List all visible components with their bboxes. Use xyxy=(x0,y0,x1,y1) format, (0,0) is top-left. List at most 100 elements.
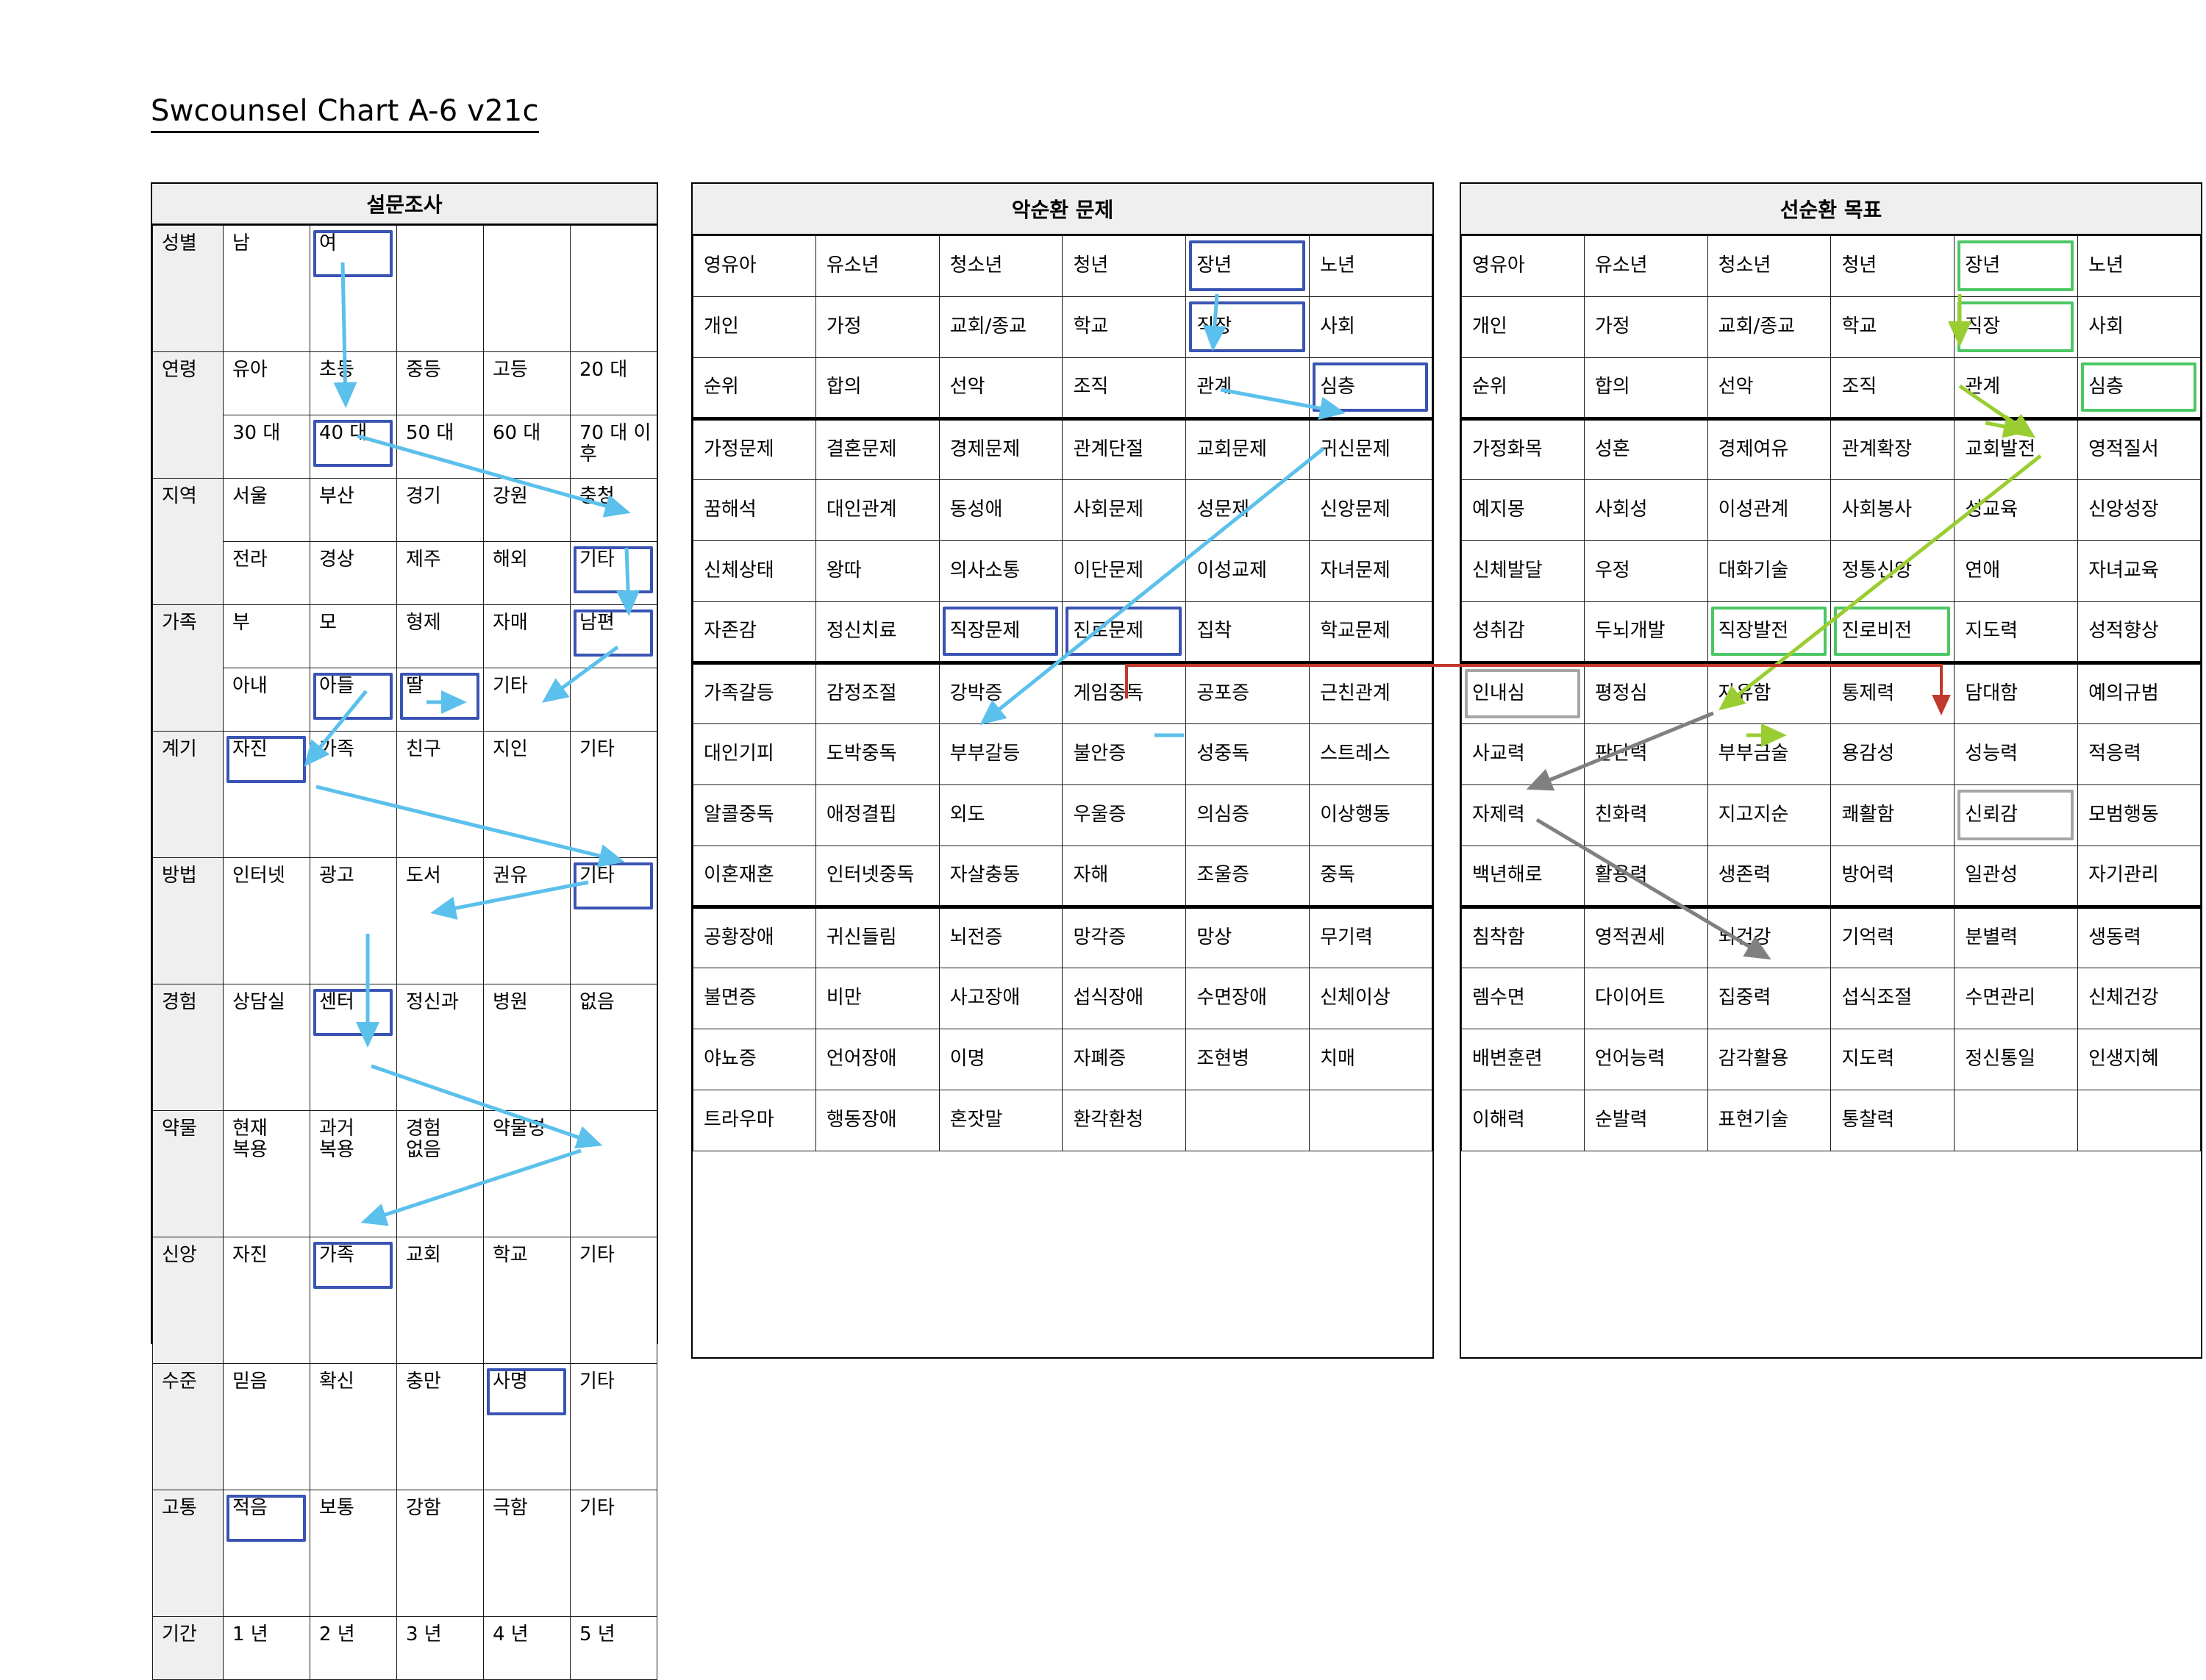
problem-cell[interactable]: 공황장애 xyxy=(693,907,816,968)
goal-cell[interactable]: 생존력 xyxy=(1707,846,1832,909)
survey-cell[interactable]: 기타 xyxy=(570,857,657,984)
goal-cell[interactable]: 성능력 xyxy=(1954,723,2079,785)
survey-cell[interactable]: 가족 xyxy=(310,731,397,858)
survey-cell[interactable]: 교회 xyxy=(396,1237,484,1364)
goal-cell[interactable]: 관계 xyxy=(1954,357,2079,421)
survey-cell[interactable]: 전라 xyxy=(223,541,310,605)
survey-cell[interactable] xyxy=(570,668,657,732)
survey-cell[interactable]: 70 대 이후 xyxy=(570,415,657,479)
problem-cell[interactable]: 선악 xyxy=(938,357,1063,421)
goal-cell[interactable]: 사회성 xyxy=(1583,479,1708,541)
goal-cell[interactable]: 방어력 xyxy=(1830,846,1955,909)
problem-cell[interactable]: 수면장애 xyxy=(1185,968,1310,1029)
survey-cell[interactable]: 도서 xyxy=(396,857,484,984)
problem-cell[interactable]: 교회/종교 xyxy=(938,296,1063,358)
survey-cell[interactable]: 기타 xyxy=(570,541,657,605)
problem-cell[interactable]: 가정문제 xyxy=(693,418,816,480)
goal-cell[interactable]: 심층 xyxy=(2077,357,2201,421)
goal-cell[interactable]: 학교 xyxy=(1830,296,1955,358)
survey-cell[interactable]: 60 대 xyxy=(483,415,571,479)
survey-cell[interactable]: 상담실 xyxy=(223,984,310,1111)
problem-cell[interactable]: 트라우마 xyxy=(693,1090,816,1151)
goal-cell[interactable]: 지도력 xyxy=(1954,601,2079,665)
goal-cell[interactable]: 우정 xyxy=(1583,540,1708,602)
problem-cell[interactable]: 조현병 xyxy=(1185,1029,1310,1090)
goal-cell[interactable]: 통찰력 xyxy=(1830,1090,1955,1151)
problem-cell[interactable]: 망상 xyxy=(1185,907,1310,968)
goal-cell[interactable]: 판단력 xyxy=(1583,723,1708,785)
goal-cell[interactable]: 렘수면 xyxy=(1461,968,1585,1029)
goal-cell[interactable]: 백년해로 xyxy=(1461,846,1585,909)
problem-cell[interactable]: 이단문제 xyxy=(1062,540,1187,602)
problem-cell[interactable]: 의심증 xyxy=(1185,784,1310,846)
survey-cell[interactable]: 지인 xyxy=(483,731,571,858)
survey-cell[interactable]: 부 xyxy=(223,604,310,668)
survey-cell[interactable]: 극함 xyxy=(483,1490,571,1617)
survey-cell[interactable]: 40 대 xyxy=(310,415,397,479)
problem-cell[interactable]: 유소년 xyxy=(815,235,940,297)
problem-cell[interactable]: 학교문제 xyxy=(1309,601,1432,665)
goal-cell[interactable]: 청소년 xyxy=(1707,235,1832,297)
survey-cell[interactable]: 경기 xyxy=(396,478,484,542)
survey-cell[interactable]: 약물명 xyxy=(483,1110,571,1237)
survey-cell[interactable]: 남편 xyxy=(570,604,657,668)
goal-cell[interactable]: 청년 xyxy=(1830,235,1955,297)
goal-cell[interactable]: 친화력 xyxy=(1583,784,1708,846)
goal-cell[interactable]: 감각활용 xyxy=(1707,1029,1832,1090)
problem-cell[interactable]: 행동장애 xyxy=(815,1090,940,1151)
goal-cell[interactable]: 대화기술 xyxy=(1707,540,1832,602)
survey-cell[interactable]: 현재 복용 xyxy=(223,1110,310,1237)
goal-cell[interactable]: 경제여유 xyxy=(1707,418,1832,480)
survey-cell[interactable]: 유아 xyxy=(223,351,310,415)
problem-cell[interactable]: 성문제 xyxy=(1185,479,1310,541)
problem-cell[interactable]: 왕따 xyxy=(815,540,940,602)
goal-cell[interactable]: 영적질서 xyxy=(2077,418,2201,480)
problem-cell[interactable]: 애정결핍 xyxy=(815,784,940,846)
problem-cell[interactable]: 직장문제 xyxy=(938,601,1063,665)
problem-cell[interactable]: 섭식장애 xyxy=(1062,968,1187,1029)
survey-cell[interactable]: 기타 xyxy=(570,1237,657,1364)
survey-cell[interactable]: 기타 xyxy=(570,1363,657,1490)
survey-cell[interactable]: 사명 xyxy=(483,1363,571,1490)
goal-cell[interactable]: 기억력 xyxy=(1830,907,1955,968)
goal-cell[interactable]: 다이어트 xyxy=(1583,968,1708,1029)
survey-cell[interactable] xyxy=(483,225,571,352)
goal-cell[interactable]: 성취감 xyxy=(1461,601,1585,665)
survey-cell[interactable]: 센터 xyxy=(310,984,397,1111)
problem-cell[interactable]: 공포증 xyxy=(1185,662,1310,724)
goal-cell[interactable]: 자제력 xyxy=(1461,784,1585,846)
survey-cell[interactable]: 적음 xyxy=(223,1490,310,1617)
problem-cell[interactable]: 꿈해석 xyxy=(693,479,816,541)
goal-cell[interactable]: 자녀교육 xyxy=(2077,540,2201,602)
problem-cell[interactable]: 도박중독 xyxy=(815,723,940,785)
survey-cell[interactable]: 남 xyxy=(223,225,310,352)
goal-cell[interactable]: 자기관리 xyxy=(2077,846,2201,909)
problem-cell[interactable] xyxy=(1185,1090,1310,1151)
problem-cell[interactable]: 노년 xyxy=(1309,235,1432,297)
problem-cell[interactable]: 교회문제 xyxy=(1185,418,1310,480)
problem-cell[interactable]: 자살충동 xyxy=(938,846,1063,909)
survey-cell[interactable]: 학교 xyxy=(483,1237,571,1364)
goal-cell[interactable]: 연애 xyxy=(1954,540,2079,602)
problem-cell[interactable]: 학교 xyxy=(1062,296,1187,358)
survey-cell[interactable]: 정신과 xyxy=(396,984,484,1111)
goal-cell[interactable]: 성교육 xyxy=(1954,479,2079,541)
problem-cell[interactable]: 귀신들림 xyxy=(815,907,940,968)
problem-cell[interactable]: 언어장애 xyxy=(815,1029,940,1090)
goal-cell[interactable]: 가정 xyxy=(1583,296,1708,358)
goal-cell[interactable]: 영유아 xyxy=(1461,235,1585,297)
problem-cell[interactable]: 중독 xyxy=(1309,846,1432,909)
goal-cell[interactable] xyxy=(2077,1090,2201,1151)
goal-cell[interactable]: 정신통일 xyxy=(1954,1029,2079,1090)
problem-cell[interactable]: 무기력 xyxy=(1309,907,1432,968)
survey-cell[interactable]: 강원 xyxy=(483,478,571,542)
problem-cell[interactable]: 강박증 xyxy=(938,662,1063,724)
goal-cell[interactable]: 사회 xyxy=(2077,296,2201,358)
survey-cell[interactable]: 초등 xyxy=(310,351,397,415)
goal-cell[interactable]: 수면관리 xyxy=(1954,968,2079,1029)
problem-cell[interactable]: 사회 xyxy=(1309,296,1432,358)
goal-cell[interactable]: 평정심 xyxy=(1583,662,1708,724)
problem-cell[interactable]: 조직 xyxy=(1062,357,1187,421)
survey-cell[interactable]: 권유 xyxy=(483,857,571,984)
goal-cell[interactable]: 지고지순 xyxy=(1707,784,1832,846)
